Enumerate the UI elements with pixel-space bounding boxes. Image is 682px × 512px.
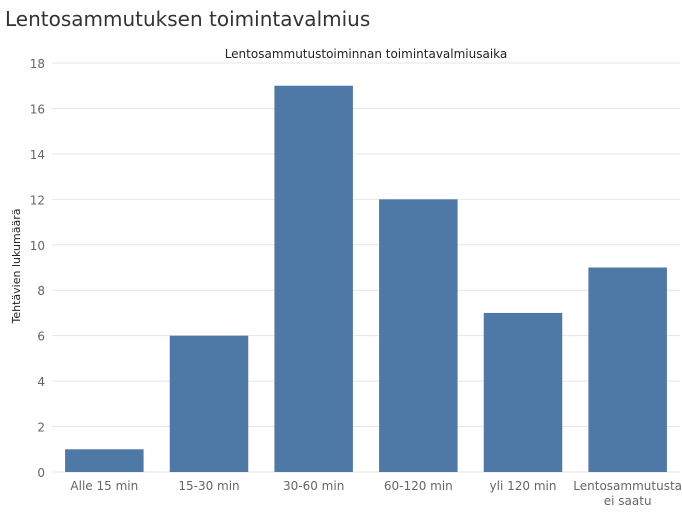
bar [588,267,667,472]
x-tick-label: Alle 15 min [70,479,138,493]
x-tick-label: 30-60 min [283,479,344,493]
y-axis-label: Tehtävien lukumäärä [10,209,23,325]
bar [483,312,563,472]
bars [65,85,667,473]
y-tick-label: 8 [37,284,45,298]
y-axis-ticks: 0 2 4 6 8 10 12 14 16 18 [30,57,45,480]
y-tick-label: 4 [37,375,45,389]
gridlines [52,62,680,473]
y-tick-label: 2 [37,421,45,435]
x-tick-label: 15-30 min [178,479,239,493]
y-tick-label: 16 [30,102,45,116]
bar [379,199,458,473]
x-tick-label: yli 120 min [490,479,557,493]
bar [169,335,249,472]
bar [274,85,353,472]
chart-title: Lentosammutustoiminnan toimintavalmiusai… [225,47,508,61]
y-tick-label: 14 [30,148,45,162]
page-title: Lentosammutuksen toimintavalmius [5,7,371,31]
x-tick-label: 60-120 min [384,479,453,493]
y-tick-label: 0 [37,466,45,480]
x-tick-label: ei saatu [604,494,652,508]
y-tick-label: 12 [30,193,45,207]
y-tick-label: 10 [30,239,45,253]
y-tick-label: 18 [30,57,45,71]
x-tick-label: Lentosammutusta [573,479,682,493]
x-axis-ticks: Alle 15 min 15-30 min 30-60 min 60-120 min y… [70,479,682,508]
bar [65,449,144,472]
y-tick-label: 6 [37,330,45,344]
